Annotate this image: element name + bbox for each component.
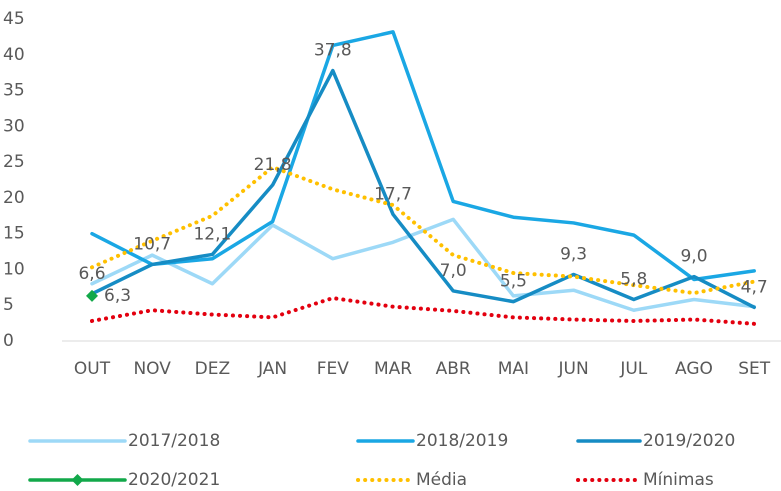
y-tick-label: 15: [3, 224, 25, 244]
legend-label: 2019/2020: [643, 431, 735, 451]
data-label: 17,7: [374, 184, 412, 204]
x-tick-label: DEZ: [195, 359, 230, 379]
y-tick-label: 25: [3, 152, 25, 172]
x-tick-label: JUL: [619, 359, 647, 379]
x-tick-label: ABR: [436, 359, 471, 379]
data-label: 37,8: [314, 41, 352, 61]
data-label: 10,7: [133, 234, 171, 254]
legend-label: Média: [416, 470, 467, 490]
series-line: [90, 68, 756, 310]
x-tick-label: MAI: [498, 359, 529, 379]
data-label: 4,7: [741, 277, 768, 297]
data-label: 5,5: [500, 272, 527, 292]
y-tick-label: 0: [3, 331, 14, 351]
data-label: 12,1: [193, 224, 231, 244]
data-label: 6,6: [78, 264, 105, 284]
y-tick-label: 40: [3, 45, 25, 65]
x-tick-label: NOV: [133, 359, 171, 379]
y-tick-label: 10: [3, 259, 25, 279]
data-label: 9,3: [560, 244, 587, 264]
x-tick-label: FEV: [317, 359, 350, 379]
x-tick-label: AGO: [675, 359, 713, 379]
y-tick-label: 5: [3, 295, 14, 315]
series-line: [90, 165, 757, 296]
data-label: 5,8: [620, 269, 647, 289]
series-line: [90, 296, 757, 326]
y-tick-label: 45: [3, 9, 25, 29]
legend-marker: [71, 474, 84, 486]
data-label: 6,3: [104, 286, 131, 306]
data-label: 21,8: [254, 155, 292, 175]
legend-label: 2020/2021: [128, 470, 220, 490]
x-tick-label: JAN: [257, 359, 287, 379]
legend-label: 2017/2018: [128, 431, 220, 451]
x-tick-label: OUT: [74, 359, 111, 379]
legend-label: 2018/2019: [416, 431, 508, 451]
x-tick-label: JUN: [558, 359, 589, 379]
y-tick-label: 35: [3, 81, 25, 101]
x-tick-label: MAR: [374, 359, 412, 379]
x-tick-label: SET: [738, 359, 771, 379]
data-label: 9,0: [680, 247, 707, 267]
y-tick-label: 30: [3, 116, 25, 136]
marker: [86, 289, 98, 302]
series-line: [90, 217, 756, 312]
data-label: 7,0: [440, 261, 467, 281]
series-line: [90, 30, 756, 282]
legend-label: Mínimas: [643, 470, 714, 490]
y-tick-label: 20: [3, 188, 25, 208]
